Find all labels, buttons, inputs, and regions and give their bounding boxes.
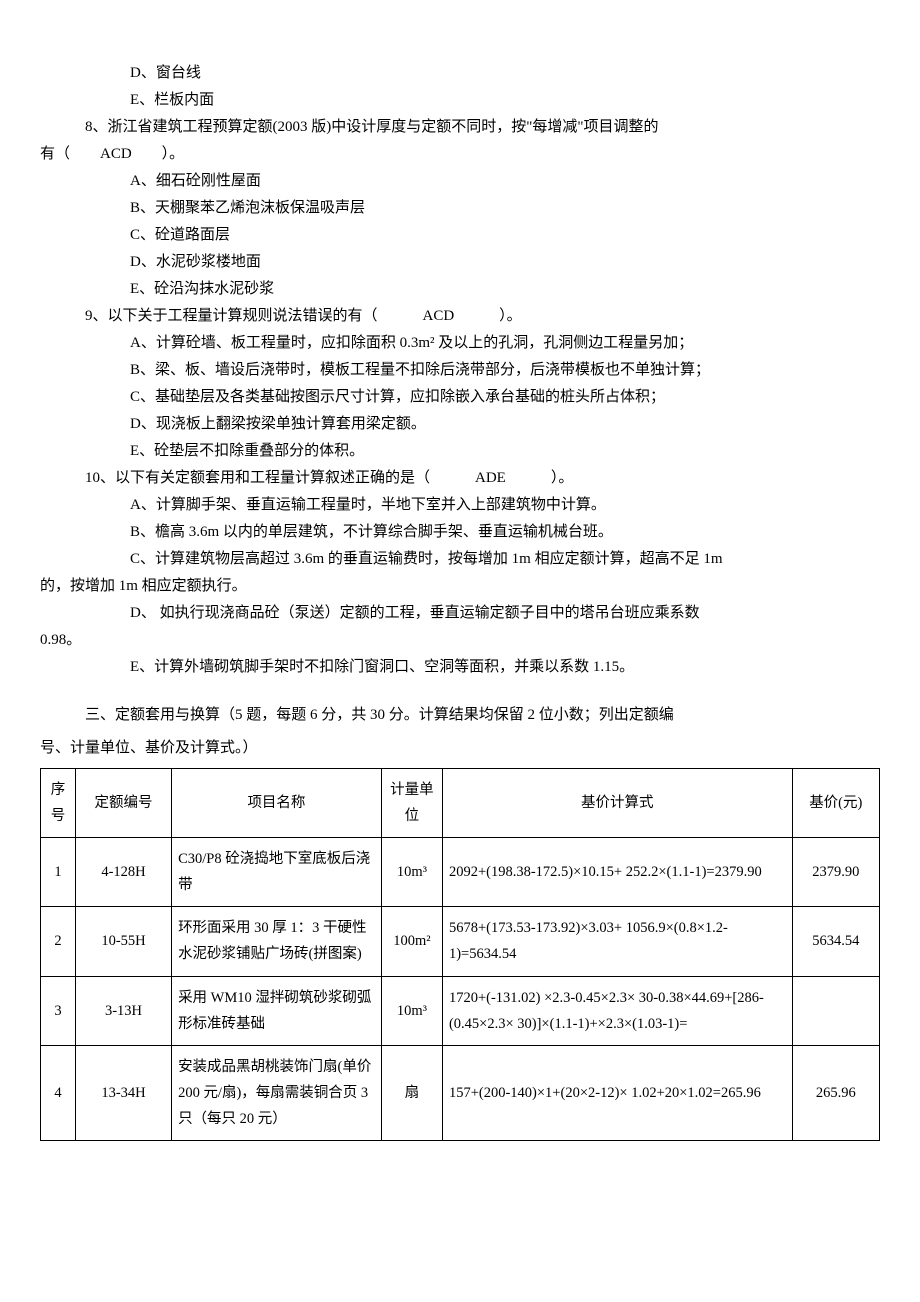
th-code: 定额编号 [75,769,171,838]
q8-option-e: E、砼沿沟抹水泥砂浆 [40,276,880,303]
q9-option-c: C、基础垫层及各类基础按图示尺寸计算，应扣除嵌入承台基础的桩头所占体积； [40,384,880,411]
option-e: E、栏板内面 [40,87,880,114]
cell-formula: 157+(200-140)×1+(20×2-12)× 1.02+20×1.02=… [442,1045,792,1140]
q10-stem: 10、以下有关定额套用和工程量计算叙述正确的是（ ADE ）。 [40,465,880,492]
cell-formula: 5678+(173.53-173.92)×3.03+ 1056.9×(0.8×1… [442,907,792,976]
q9-option-a: A、计算砼墙、板工程量时，应扣除面积 0.3m² 及以上的孔洞，孔洞侧边工程量另… [40,330,880,357]
cell-price: 5634.54 [792,907,879,976]
cell-price: 265.96 [792,1045,879,1140]
table-row: 4 13-34H 安装成品黑胡桃装饰门扇(单价 200 元/扇)，每扇需装铜合页… [41,1045,880,1140]
cell-code: 4-128H [75,838,171,907]
cell-unit: 扇 [381,1045,442,1140]
q10-option-c-line2: 的，按增加 1m 相应定额执行。 [40,573,880,600]
cell-seq: 4 [41,1045,76,1140]
q9-option-e: E、砼垫层不扣除重叠部分的体积。 [40,438,880,465]
q10-option-a: A、计算脚手架、垂直运输工程量时，半地下室并入上部建筑物中计算。 [40,492,880,519]
section3-title-line2: 号、计量单位、基价及计算式。） [40,735,880,762]
q9-option-b: B、梁、板、墙设后浇带时，模板工程量不扣除后浇带部分，后浇带模板也不单独计算； [40,357,880,384]
cell-code: 3-13H [75,976,171,1045]
cell-seq: 3 [41,976,76,1045]
q9-stem: 9、以下关于工程量计算规则说法错误的有（ ACD ）。 [40,303,880,330]
table-row: 3 3-13H 采用 WM10 湿拌砌筑砂浆砌弧形标准砖基础 10m³ 1720… [41,976,880,1045]
th-name: 项目名称 [172,769,382,838]
table-row: 2 10-55H 环形面采用 30 厚 1：3 干硬性水泥砂浆铺贴广场砖(拼图案… [41,907,880,976]
cell-unit: 100m² [381,907,442,976]
q8-option-d: D、水泥砂浆楼地面 [40,249,880,276]
cell-name: 安装成品黑胡桃装饰门扇(单价 200 元/扇)，每扇需装铜合页 3 只（每只 2… [172,1045,382,1140]
q8-option-c: C、砼道路面层 [40,222,880,249]
q10-option-e: E、计算外墙砌筑脚手架时不扣除门窗洞口、空洞等面积，并乘以系数 1.15。 [40,654,880,681]
table-row: 1 4-128H C30/P8 砼浇捣地下室底板后浇带 10m³ 2092+(1… [41,838,880,907]
cell-price [792,976,879,1045]
cell-formula: 2092+(198.38-172.5)×10.15+ 252.2×(1.1-1)… [442,838,792,907]
cell-name: 采用 WM10 湿拌砌筑砂浆砌弧形标准砖基础 [172,976,382,1045]
cell-formula: 1720+(-131.02) ×2.3-0.45×2.3× 30-0.38×44… [442,976,792,1045]
th-formula: 基价计算式 [442,769,792,838]
q8-option-b: B、天棚聚苯乙烯泡沫板保温吸声层 [40,195,880,222]
q8-stem-line2: 有（ ACD ）。 [40,141,880,168]
cell-unit: 10m³ [381,838,442,907]
cell-unit: 10m³ [381,976,442,1045]
q10-option-c-line1: C、计算建筑物层高超过 3.6m 的垂直运输费时，按每增加 1m 相应定额计算，… [40,546,880,573]
q10-option-d-line1: D、 如执行现浇商品砼（泵送）定额的工程，垂直运输定额子目中的塔吊台班应乘系数 [40,600,880,627]
table-header-row: 序号 定额编号 项目名称 计量单位 基价计算式 基价(元) [41,769,880,838]
cell-seq: 2 [41,907,76,976]
q10-option-b: B、檐高 3.6m 以内的单层建筑，不计算综合脚手架、垂直运输机械台班。 [40,519,880,546]
th-seq: 序号 [41,769,76,838]
cell-code: 10-55H [75,907,171,976]
th-price: 基价(元) [792,769,879,838]
q9-option-d: D、现浇板上翻梁按梁单独计算套用梁定额。 [40,411,880,438]
cell-price: 2379.90 [792,838,879,907]
section3-title-line1: 三、定额套用与换算（5 题，每题 6 分，共 30 分。计算结果均保留 2 位小… [40,702,880,729]
q10-option-d-line2: 0.98。 [40,627,880,654]
calculation-table: 序号 定额编号 项目名称 计量单位 基价计算式 基价(元) 1 4-128H C… [40,768,880,1141]
option-d: D、窗台线 [40,60,880,87]
cell-name: 环形面采用 30 厚 1：3 干硬性水泥砂浆铺贴广场砖(拼图案) [172,907,382,976]
th-unit: 计量单位 [381,769,442,838]
q8-stem-line1: 8、浙江省建筑工程预算定额(2003 版)中设计厚度与定额不同时，按"每增减"项… [40,114,880,141]
cell-code: 13-34H [75,1045,171,1140]
cell-name: C30/P8 砼浇捣地下室底板后浇带 [172,838,382,907]
q8-option-a: A、细石砼刚性屋面 [40,168,880,195]
cell-seq: 1 [41,838,76,907]
